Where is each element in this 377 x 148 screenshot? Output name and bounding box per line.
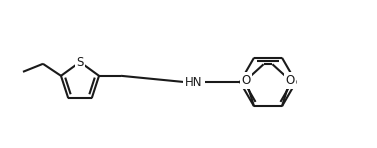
Text: S: S bbox=[76, 56, 84, 69]
Text: O: O bbox=[285, 74, 294, 87]
Text: HN: HN bbox=[185, 75, 203, 89]
Text: O: O bbox=[241, 74, 251, 87]
